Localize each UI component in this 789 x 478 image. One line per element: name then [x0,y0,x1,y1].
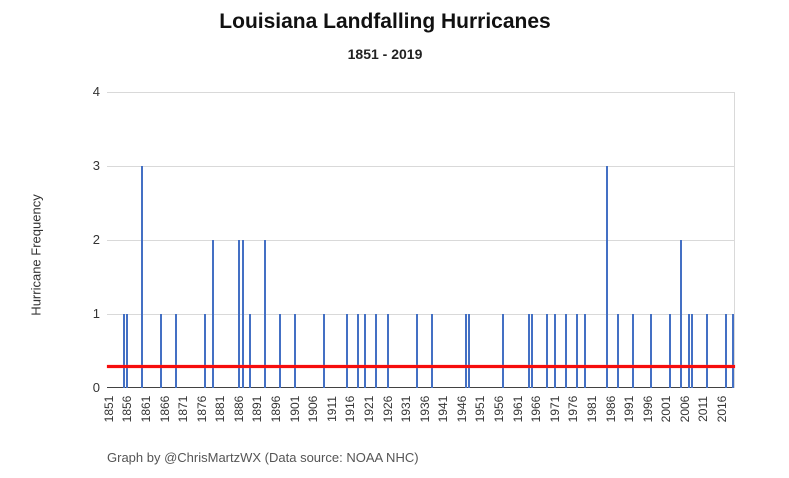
bar-1865 [159,314,162,388]
credit-text: Graph by @ChrisMartzWX (Data source: NOA… [107,450,419,465]
bar-1957 [501,314,504,388]
x-tick-label-1896: 1896 [269,395,284,423]
x-tick-label-1851: 1851 [101,395,116,423]
plot-area [107,91,735,388]
bar-1889 [249,314,252,388]
bar-1969 [546,314,549,388]
bar-1877 [204,314,207,388]
chart-subtitle: 1851 - 2019 [347,46,423,62]
x-tick-label-1981: 1981 [584,395,599,423]
x-tick-label-1956: 1956 [492,395,507,423]
bar-1901 [293,314,296,388]
x-tick-label-1936: 1936 [417,395,432,423]
bar-1934 [416,314,419,388]
bar-1947 [464,314,467,388]
x-tick-label-1911: 1911 [324,396,339,422]
gridline-y2 [107,239,735,241]
x-tick-label-1866: 1866 [157,395,172,423]
bar-1869 [174,314,177,388]
x-tick-label-1856: 1856 [120,395,135,423]
bar-1893 [263,240,266,388]
x-tick-label-1901: 1901 [287,395,302,423]
x-tick-label-1946: 1946 [454,395,469,423]
bar-1985 [605,166,608,388]
x-tick-label-1881: 1881 [213,395,228,423]
bar-1938 [431,314,434,388]
bar-1860 [141,166,144,388]
x-tick-label-1951: 1951 [473,395,488,423]
x-tick-label-1986: 1986 [603,395,618,423]
bar-1856 [126,314,129,388]
x-tick-label-2006: 2006 [677,395,692,423]
bar-1915 [345,314,348,388]
bar-1855 [122,314,125,388]
bar-1926 [386,314,389,388]
gridline-y4 [107,91,735,93]
gridline-y1 [107,313,735,315]
bar-2019 [732,314,735,388]
bar-1923 [375,314,378,388]
bar-2012 [706,314,709,388]
x-tick-label-1966: 1966 [529,395,544,423]
x-tick-label-1861: 1861 [139,395,154,423]
x-tick-label-1921: 1921 [361,395,376,423]
chart-title: Louisiana Landfalling Hurricanes [219,10,551,33]
bar-1886 [237,240,240,388]
x-tick-label-2016: 2016 [714,395,729,423]
x-tick-label-1996: 1996 [640,395,655,423]
bar-1965 [531,314,534,388]
bar-2017 [724,314,727,388]
bar-1918 [356,314,359,388]
bar-1920 [364,314,367,388]
y-tick-label-3: 3 [92,157,100,173]
bar-1887 [241,240,244,388]
x-tick-label-1961: 1961 [510,395,525,423]
y-tick-label-0: 0 [92,379,100,395]
x-tick-label-1916: 1916 [343,395,358,423]
y-tick-label-2: 2 [92,231,100,247]
y-tick-label-1: 1 [92,305,100,321]
x-tick-label-2001: 2001 [659,395,674,423]
bar-1909 [323,314,326,388]
y-tick-label-4: 4 [92,83,100,99]
bar-2002 [668,314,671,388]
bar-1988 [616,314,619,388]
bar-1897 [278,314,281,388]
gridline-y3 [107,165,735,167]
x-tick-label-1871: 1871 [176,395,191,423]
x-tick-label-1906: 1906 [306,395,321,423]
plot-right-border [734,92,735,388]
x-tick-label-1976: 1976 [566,395,581,423]
x-tick-label-1991: 1991 [622,395,637,423]
bar-1997 [650,314,653,388]
bar-1974 [564,314,567,388]
x-tick-label-2011: 2011 [696,396,711,422]
x-tick-label-1941: 1941 [436,395,451,423]
x-tick-label-1926: 1926 [380,395,395,423]
bar-1879 [211,240,214,388]
bar-1977 [576,314,579,388]
x-tick-label-1891: 1891 [250,395,265,423]
x-tick-label-1876: 1876 [194,395,209,423]
x-tick-label-1971: 1971 [547,395,562,423]
bar-1992 [631,314,634,388]
x-tick-label-1931: 1931 [399,395,414,423]
bar-2005 [680,240,683,388]
bar-1979 [583,314,586,388]
bar-1948 [468,314,471,388]
average-line [107,364,735,368]
x-tick-label-1886: 1886 [231,395,246,423]
bar-1971 [553,314,556,388]
x-axis-line [107,387,735,388]
bar-2008 [691,314,694,388]
bar-2007 [687,314,690,388]
y-axis-title: Hurricane Frequency [28,194,44,316]
bar-1964 [527,314,530,388]
